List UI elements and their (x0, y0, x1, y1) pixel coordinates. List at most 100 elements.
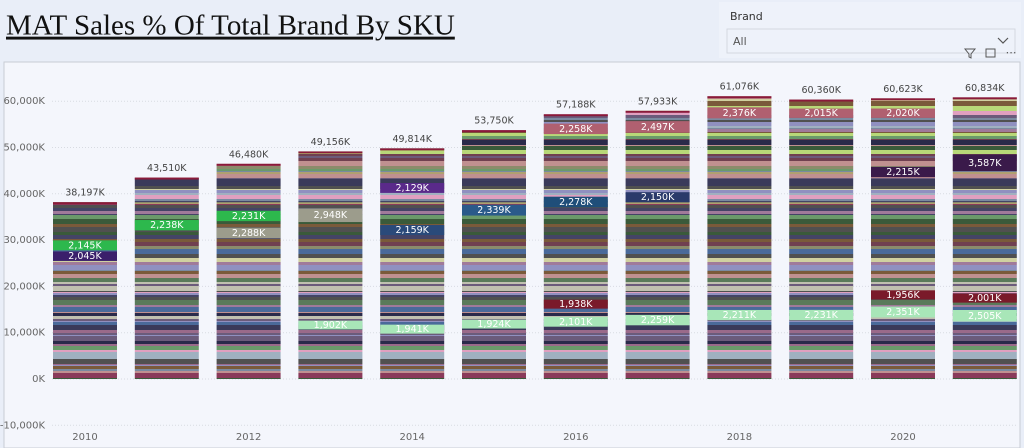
bar-top (134, 177, 199, 180)
value-label: 43,510K (147, 163, 187, 174)
x-tick-label: 2012 (236, 432, 261, 443)
segment-label: 2,045K (68, 251, 102, 262)
segment-label: 3,587K (968, 158, 1002, 169)
segment (952, 309, 1017, 322)
segment-label: 1,938K (559, 299, 593, 310)
bar-top (216, 163, 281, 166)
more-icon[interactable]: ⋯ (1006, 46, 1017, 59)
segment-label: 2,145K (68, 240, 102, 251)
bar (789, 99, 854, 380)
segment-label: 2,376K (723, 108, 757, 119)
bar-top (53, 202, 117, 205)
value-label: 49,156K (311, 137, 351, 148)
bar (462, 130, 526, 380)
segment-label: 1,956K (886, 290, 920, 301)
segment-label: 2,339K (477, 205, 511, 216)
visual-icons[interactable]: ⋯ (963, 46, 1017, 59)
segment (625, 192, 690, 203)
x-tick-label: 2018 (727, 432, 752, 443)
segment (380, 183, 445, 193)
bar (871, 98, 935, 380)
y-tick-label: 20,000K (3, 281, 45, 292)
bar-top (707, 96, 772, 99)
bar (53, 202, 117, 380)
segment-label: 2,215K (886, 167, 920, 178)
segment (952, 293, 1017, 303)
segment (543, 123, 608, 135)
value-label: 49,814K (392, 134, 432, 145)
segment (789, 108, 854, 118)
segment (871, 290, 935, 300)
value-label: 38,197K (65, 188, 105, 199)
segment (625, 314, 690, 326)
bar-top (462, 130, 526, 133)
plot: -10,000K 0K 10,000K 20,000K 30,000K 40,000K 50… (0, 82, 1018, 443)
dropdown-arrow[interactable] (997, 37, 1009, 44)
x-tick-label: 2010 (72, 432, 97, 443)
segment-label: 2,150K (641, 192, 675, 203)
y-tick-label: 10,000K (3, 328, 45, 339)
slicer-value[interactable]: All (733, 35, 747, 48)
segment (298, 320, 363, 330)
segment (216, 210, 281, 222)
segment (380, 324, 445, 334)
x-tick-label: 2014 (399, 432, 424, 443)
value-label: 57,933K (638, 96, 678, 107)
segment (380, 225, 445, 236)
segment (298, 208, 363, 223)
y-tick-label: 60,000K (3, 96, 45, 107)
segment (952, 154, 1017, 172)
segment (707, 309, 772, 321)
segment-label: 1,924K (477, 319, 511, 330)
segment-label: 2,505K (968, 311, 1002, 322)
bar-top (789, 99, 854, 102)
value-label: 53,750K (474, 116, 514, 127)
segment (625, 121, 690, 133)
bar-top (871, 98, 935, 101)
segment-label: 2,278K (559, 197, 593, 208)
y-tick-label: -10,000K (0, 420, 45, 431)
bar-top (298, 151, 363, 154)
segment-label: 2,288K (232, 228, 266, 239)
value-label: 60,834K (965, 83, 1005, 94)
chart-title: MAT Sales % Of Total Brand By SKU (6, 10, 455, 42)
filter-icon[interactable] (963, 48, 977, 59)
segment-label: 2,238K (150, 220, 184, 231)
bar (952, 97, 1017, 380)
segment (53, 251, 117, 261)
segment (134, 220, 199, 231)
segment (543, 299, 608, 309)
segment (462, 319, 526, 329)
bar (707, 96, 772, 380)
value-label: 60,360K (801, 85, 841, 96)
segment-label: 2,211K (723, 310, 757, 321)
segment (543, 316, 608, 327)
x-tick-label: 2016 (563, 432, 588, 443)
segment-label: 2,258K (559, 124, 593, 135)
bar (134, 177, 199, 380)
segment-label: 2,231K (804, 310, 838, 321)
bar (216, 163, 281, 380)
bar-top (625, 110, 690, 113)
segment-label: 2,129K (395, 183, 429, 194)
segment-label: 1,941K (395, 324, 429, 335)
value-label: 60,623K (883, 84, 923, 95)
focus-icon[interactable] (985, 48, 996, 58)
segment (871, 306, 935, 318)
bar (543, 114, 608, 380)
value-label: 61,076K (720, 82, 760, 93)
segment-label: 2,001K (968, 293, 1002, 304)
segment (543, 196, 608, 208)
segment (216, 227, 281, 239)
y-tick-label: 0K (32, 374, 45, 385)
y-tick-label: 40,000K (3, 189, 45, 200)
value-label: 57,188K (556, 100, 596, 111)
segment-label: 2,015K (804, 108, 838, 119)
y-tick-label: 50,000K (3, 143, 45, 154)
segment (53, 240, 117, 251)
segment (707, 107, 772, 119)
segment-label: 2,159K (395, 225, 429, 236)
slicer-label: Brand (730, 10, 763, 23)
